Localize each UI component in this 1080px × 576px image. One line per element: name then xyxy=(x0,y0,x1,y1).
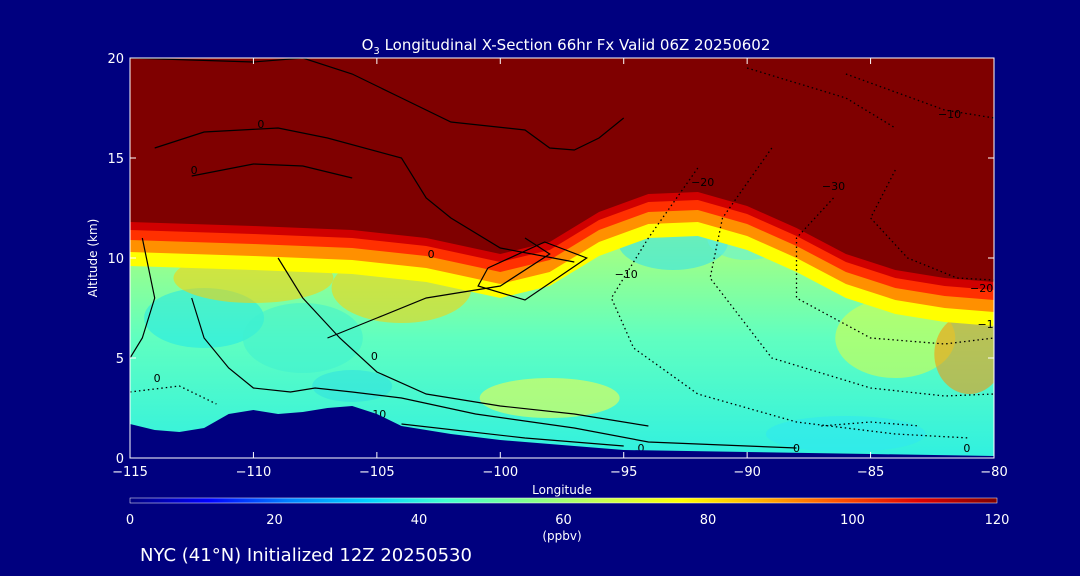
contour-label: 0 xyxy=(428,248,435,261)
x-tick-label: −90 xyxy=(733,465,760,480)
colorbar-tick-label: 40 xyxy=(411,513,428,528)
contour-line xyxy=(277,257,649,427)
colorbar-tick-label: 120 xyxy=(985,513,1010,528)
field-blob xyxy=(479,378,620,418)
contour-line xyxy=(477,241,588,301)
field-blob xyxy=(765,416,926,452)
colorbar-tick-label: 20 xyxy=(266,513,283,528)
colorbar-tick-label: 0 xyxy=(126,513,134,528)
colorbar-tick-label: 80 xyxy=(700,513,717,528)
contour-line xyxy=(130,385,217,405)
contour-label: −30 xyxy=(822,180,845,193)
contour-line xyxy=(709,147,994,397)
colorbar-fill xyxy=(129,497,998,504)
contour-label: −20 xyxy=(691,176,714,189)
x-tick-label: −110 xyxy=(236,465,272,480)
contour-label: −10 xyxy=(615,268,638,281)
x-axis-label: Longitude xyxy=(532,483,592,497)
field-blob xyxy=(242,303,363,373)
contour-label: 0 xyxy=(154,372,161,385)
contour-label: −20 xyxy=(970,282,993,295)
colorbar-tick-label: 100 xyxy=(840,513,865,528)
y-tick-label: 5 xyxy=(116,352,124,367)
x-tick-label: −80 xyxy=(980,465,1007,480)
x-tick-label: −85 xyxy=(857,465,884,480)
field-blob xyxy=(312,370,393,402)
colorbar-tick-label: 60 xyxy=(555,513,572,528)
y-tick-label: 0 xyxy=(116,452,124,467)
contour-line xyxy=(869,169,994,281)
y-tick-label: 10 xyxy=(107,252,124,267)
contour-label: 0 xyxy=(371,350,378,363)
contour-label: 0 xyxy=(963,442,970,455)
contour-label: 0 xyxy=(793,442,800,455)
contour-line xyxy=(821,421,920,427)
contour-line xyxy=(327,237,551,339)
contour-line xyxy=(795,197,994,345)
field-blob xyxy=(144,288,265,348)
contour-label: −10 xyxy=(977,318,1000,331)
x-tick-label: −105 xyxy=(359,465,395,480)
colorbar-units: (ppbv) xyxy=(542,529,581,543)
x-tick-label: −115 xyxy=(112,465,148,480)
contour-line xyxy=(130,237,156,359)
contour-line xyxy=(191,163,353,179)
contour-line xyxy=(401,423,624,447)
x-tick-label: −95 xyxy=(610,465,637,480)
chart-title: O3 Longitudinal X-Section 66hr Fx Valid … xyxy=(362,36,771,57)
field-blob xyxy=(934,314,994,394)
footer-info: NYC (41°N) Initialized 12Z 20250530 xyxy=(140,545,472,566)
x-tick-label: −100 xyxy=(482,465,518,480)
contour-label: 0 xyxy=(257,118,264,131)
terrain xyxy=(130,406,994,458)
y-axis: 0 5 10 15 20 xyxy=(107,52,994,467)
y-tick-label: 20 xyxy=(107,52,124,67)
contour-label: −10 xyxy=(938,108,961,121)
contour-label: 0 xyxy=(191,164,198,177)
contour-label: 0 xyxy=(637,442,644,455)
contour-line xyxy=(191,297,797,449)
contour-line xyxy=(130,58,625,151)
contour-line xyxy=(154,127,575,263)
ozone-band xyxy=(130,58,994,282)
y-tick-label: 15 xyxy=(107,152,124,167)
colorbar-ticks: 0 20 40 60 80 100 120 xyxy=(126,513,1010,528)
y-axis-label: Altitude (km) xyxy=(86,219,100,298)
stratospheric-ozone-layer xyxy=(130,58,994,326)
x-axis: −115 −110 −105 −100 −95 −90 −85 −80 xyxy=(112,58,1008,480)
colorbar: 0 20 40 60 80 100 120 (ppbv) xyxy=(126,497,1010,543)
